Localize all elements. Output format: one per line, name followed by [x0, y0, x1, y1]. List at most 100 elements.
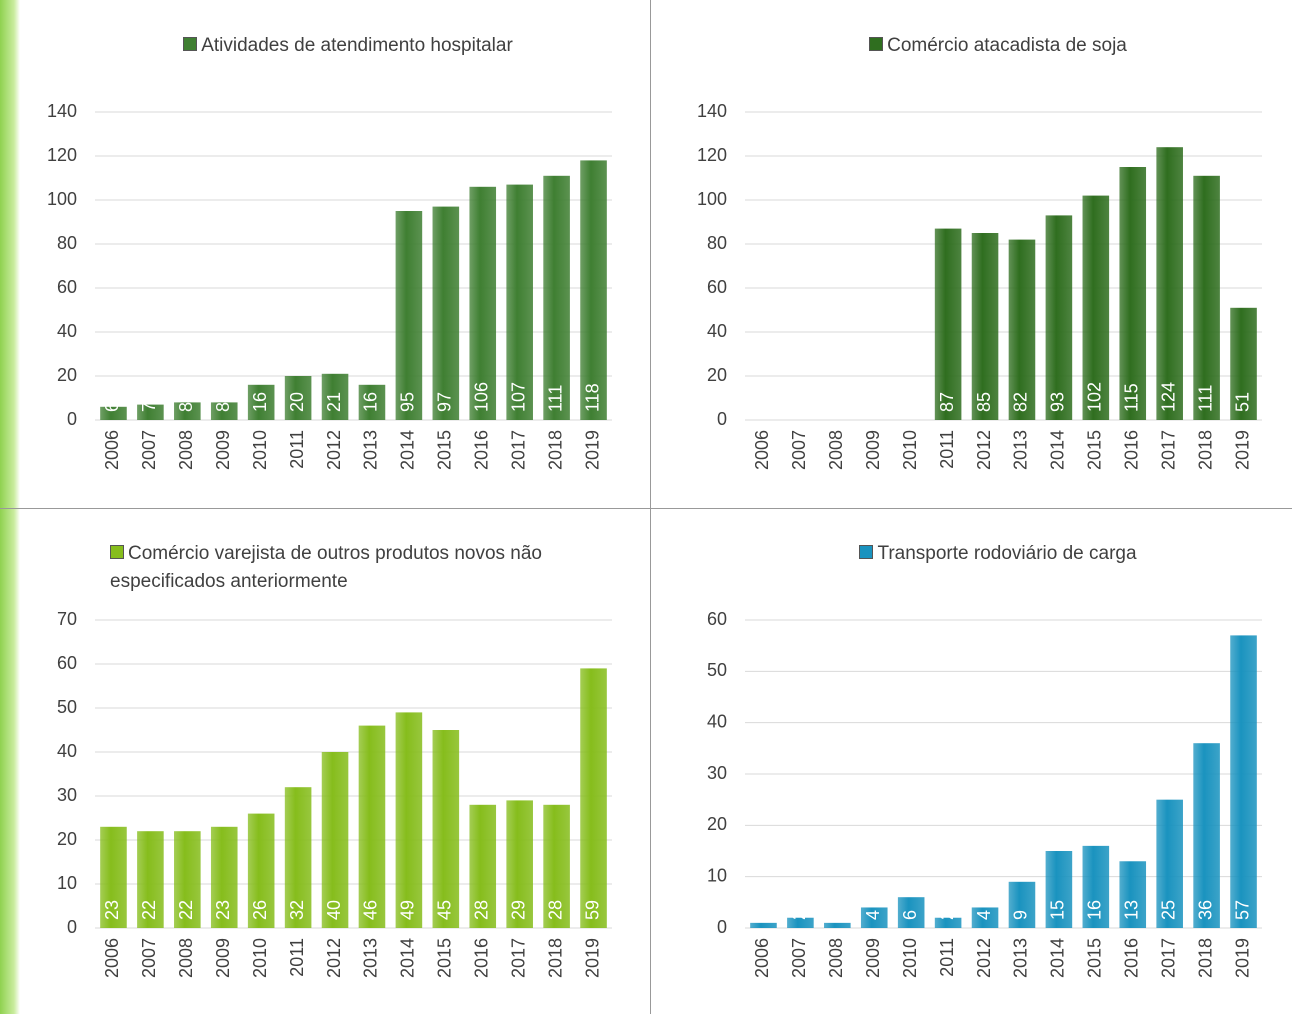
x-tick-label: 2013	[361, 938, 381, 978]
bar	[395, 712, 423, 928]
x-tick-label: 2016	[1122, 938, 1142, 978]
data-label: 8	[213, 402, 233, 412]
data-label: 26	[250, 900, 270, 920]
y-tick-label: 60	[707, 277, 727, 297]
bar	[284, 787, 312, 928]
x-tick-label: 2008	[826, 430, 846, 470]
data-label: 9	[1011, 910, 1031, 920]
bar	[247, 813, 275, 928]
chart: 0 20 40 60 80 100 120 140 2006 2007 2008 2009 2010 20…	[697, 101, 1262, 470]
bar	[247, 384, 275, 420]
bar	[358, 384, 386, 420]
data-label: 36	[1195, 900, 1215, 920]
x-tick-label: 2012	[974, 938, 994, 978]
data-label: 95	[398, 392, 418, 412]
data-label: 115	[1122, 383, 1142, 412]
bar	[934, 228, 962, 420]
x-tick-label: 2009	[863, 430, 883, 470]
x-tick-label: 2012	[324, 430, 344, 470]
x-tick-label: 2016	[1122, 430, 1142, 470]
x-tick-label: 2018	[1195, 938, 1215, 978]
y-tick-label: 140	[697, 101, 727, 121]
legend-swatch	[183, 37, 198, 51]
data-label: 23	[102, 900, 122, 920]
x-tick-label: 2015	[435, 938, 455, 978]
data-label: 87	[937, 392, 957, 412]
x-tick-label: 2007	[139, 938, 159, 978]
data-label: 1	[752, 910, 772, 920]
x-tick-label: 2010	[900, 430, 920, 470]
legend-label: Transporte rodoviário de carga	[877, 543, 1137, 564]
data-label: 93	[1048, 392, 1068, 412]
bar	[860, 907, 888, 928]
bar	[174, 402, 201, 420]
x-tick-label: 2009	[863, 938, 883, 978]
bar	[1082, 195, 1110, 420]
data-label: 29	[508, 900, 528, 920]
x-tick-label: 2012	[974, 430, 994, 470]
y-tick-label: 100	[47, 189, 77, 209]
y-tick-label: 40	[707, 711, 727, 731]
legend: Atividades de atendimento hospitalar	[90, 32, 606, 60]
bar	[137, 404, 164, 420]
bar	[824, 922, 851, 928]
y-tick-label: 120	[697, 145, 727, 165]
data-label: 118	[582, 383, 602, 412]
data-label: 1	[826, 910, 846, 920]
bar	[358, 725, 386, 928]
data-label: 2	[937, 910, 957, 920]
x-tick-label: 2017	[508, 938, 528, 978]
data-label: 22	[139, 900, 159, 920]
bar	[1008, 239, 1036, 420]
bar	[137, 831, 164, 928]
chart-panel: Comércio varejista de outros produtos no…	[0, 508, 646, 1015]
y-tick-label: 10	[707, 865, 727, 885]
bar	[321, 752, 349, 928]
y-tick-label: 140	[47, 101, 77, 121]
bar	[1045, 215, 1073, 420]
bar	[1193, 175, 1220, 420]
x-tick-label: 2012	[324, 938, 344, 978]
data-label: 51	[1232, 392, 1252, 412]
y-tick-label: 60	[57, 277, 77, 297]
x-tick-label: 2011	[287, 430, 307, 469]
y-tick-label: 60	[57, 653, 77, 673]
data-label: 16	[361, 392, 381, 412]
legend: Comércio atacadista de soja	[740, 32, 1256, 60]
data-label: 28	[472, 900, 492, 920]
bar	[469, 186, 497, 420]
data-label: 7	[139, 402, 159, 412]
data-label: 22	[176, 900, 196, 920]
y-tick-label: 0	[717, 917, 727, 937]
data-label: 4	[974, 910, 994, 920]
data-label: 16	[1085, 900, 1105, 920]
bar	[100, 826, 127, 928]
data-label: 2	[789, 910, 809, 920]
x-tick-label: 2008	[826, 938, 846, 978]
y-tick-label: 100	[697, 189, 727, 209]
bar	[543, 175, 570, 420]
y-tick-label: 0	[717, 409, 727, 429]
x-tick-label: 2019	[1232, 938, 1252, 978]
legend-swatch	[859, 545, 874, 559]
bar	[210, 826, 238, 928]
bar	[580, 160, 607, 420]
bar	[432, 730, 460, 928]
bar	[174, 831, 201, 928]
x-tick-label: 2006	[102, 430, 122, 470]
x-tick-label: 2017	[508, 430, 528, 470]
data-label: 4	[863, 910, 883, 920]
data-label: 57	[1232, 900, 1252, 920]
x-tick-label: 2019	[582, 430, 602, 470]
data-label: 124	[1158, 382, 1178, 412]
x-tick-label: 2010	[250, 938, 270, 978]
y-tick-label: 20	[707, 814, 727, 834]
data-label: 16	[250, 392, 270, 412]
data-label: 107	[508, 382, 528, 412]
legend-swatch	[869, 37, 884, 51]
legend-swatch	[110, 545, 124, 559]
decoration	[0, 0, 20, 1014]
x-tick-label: 2014	[398, 938, 418, 978]
data-label: 6	[102, 402, 122, 412]
legend-label: Comércio varejista de outros produtos no…	[110, 543, 543, 592]
